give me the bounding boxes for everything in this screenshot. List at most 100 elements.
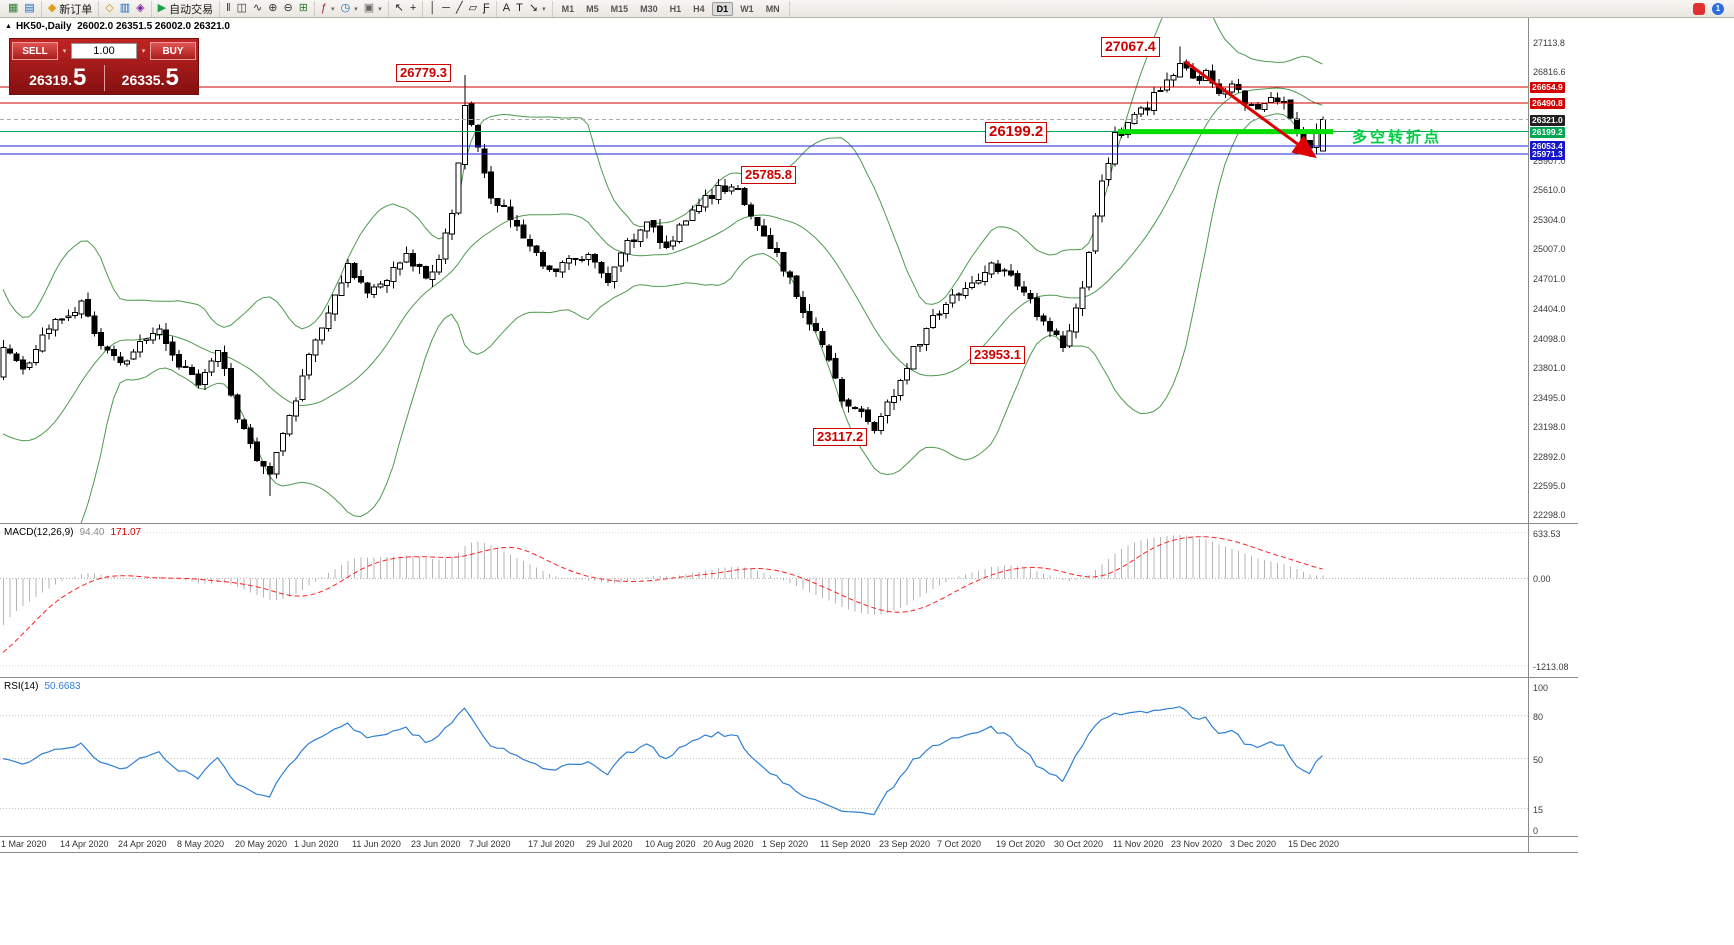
date-label: 11 Sep 2020: [820, 839, 871, 849]
price-tick: 22298.0: [1533, 510, 1566, 520]
rsi-separator[interactable]: [0, 677, 1578, 678]
buy-price-big-digit: 5: [165, 63, 179, 91]
sell-price-main: 26319.: [29, 71, 72, 88]
sell-button[interactable]: SELL: [12, 42, 58, 60]
chart-bottom-edge: [0, 852, 1578, 853]
tf-w1[interactable]: W1: [740, 3, 754, 14]
bollinger-lower-band: [80, 113, 1323, 523]
rsi-axis-value: 100: [1533, 683, 1549, 693]
price-tick: 26816.6: [1533, 67, 1566, 77]
price-tag-26490.8: 26490.8: [1530, 98, 1565, 109]
rsi-name: RSI(14): [4, 681, 39, 692]
templates-button[interactable]: ▣ ▾: [362, 1, 384, 16]
new-order-icon: ◆: [47, 2, 57, 14]
macd-panel[interactable]: [0, 524, 1528, 677]
tf-h1[interactable]: H1: [669, 3, 682, 14]
collapse-icon[interactable]: ▲: [5, 23, 12, 30]
one-click-trading-panel[interactable]: SELL ▾ ▾ BUY 26319.5 26335.5: [9, 38, 199, 95]
periods-button[interactable]: ◷ ▾: [339, 1, 360, 16]
horizontal-line-button[interactable]: ─: [440, 1, 452, 16]
toolbar-group: ▦ ▤: [2, 0, 42, 17]
bollinger-bands: [2, 18, 1323, 523]
new-order-button[interactable]: ◆ 新订单: [46, 1, 94, 16]
cursor-button[interactable]: ↖: [393, 1, 406, 16]
sell-price-big-digit: 5: [72, 63, 87, 91]
macd-separator[interactable]: [0, 523, 1578, 524]
indicators-icon: ƒ: [320, 2, 328, 14]
metaeditor-button[interactable]: ◇: [103, 1, 115, 16]
new-chart-button[interactable]: ▦: [6, 1, 20, 16]
candlestick-chart-icon: ◫: [236, 2, 248, 14]
date-label: 15 Dec 2020: [1288, 839, 1340, 849]
bar-chart-button[interactable]: ‖: [224, 1, 233, 16]
chart-ohlc-title: ▲ HK50-,Daily 26002.0 26351.5 26002.0 26…: [5, 21, 230, 32]
tf-m15[interactable]: M15: [610, 3, 629, 14]
fibonacci-icon: Ƒ: [483, 2, 490, 14]
rsi-axis-value: 15: [1533, 805, 1544, 815]
channel-button[interactable]: ▱: [467, 1, 479, 16]
volume-input[interactable]: [71, 43, 137, 59]
bollinger-middle-band: [2, 87, 1323, 442]
vertical-line-icon: │: [429, 2, 437, 14]
tf-mn[interactable]: MN: [765, 3, 780, 14]
line-chart-button[interactable]: ∿: [251, 1, 264, 16]
arrows-button[interactable]: ↘ ▾: [527, 1, 548, 16]
tf-m30[interactable]: M30: [640, 3, 658, 14]
toolbar-group: ‖ ◫ ∿ ⊕ ⊖ ⊞: [220, 0, 315, 17]
market-watch-icon: ▥: [119, 2, 131, 14]
chevron-down-icon: ▾: [378, 5, 382, 13]
toolbar-group: ▶ 自动交易: [152, 0, 221, 17]
zoom-out-button[interactable]: ⊖: [281, 1, 294, 16]
tf-m5[interactable]: M5: [586, 3, 599, 14]
terminal-button[interactable]: ◈: [134, 1, 146, 16]
macd-axis-value: 633.53: [1533, 529, 1561, 539]
autotrading-button[interactable]: ▶ 自动交易: [156, 1, 215, 16]
price-tick: 25907.0: [1533, 156, 1566, 166]
new-order-button-label: 新订单: [59, 3, 93, 16]
profiles-button[interactable]: ▤: [22, 1, 36, 16]
cursor-icon: ↖: [394, 2, 404, 14]
trendline-button[interactable]: ╱: [454, 1, 465, 16]
tf-h4[interactable]: H4: [693, 3, 705, 14]
zoom-out-icon: ⊖: [283, 2, 293, 14]
label-button[interactable]: T: [514, 1, 525, 16]
tf-m1[interactable]: M1: [561, 3, 575, 14]
line-chart-icon: ∿: [253, 2, 263, 14]
price-tick: 23801.0: [1533, 363, 1566, 373]
macd-axis-value: -1213.08: [1533, 662, 1569, 672]
macd-name: MACD(12,26,9): [4, 527, 74, 538]
text-button[interactable]: A: [501, 1, 512, 16]
vertical-line-button[interactable]: │: [427, 1, 438, 16]
date-label: 1 Jun 2020: [294, 839, 339, 849]
market-watch-button[interactable]: ▥: [118, 1, 132, 16]
trend-arrow[interactable]: [1184, 60, 1317, 159]
date-label: 23 Jun 2020: [411, 839, 461, 849]
candlestick-chart-button[interactable]: ◫: [235, 1, 249, 16]
date-label: 23 Sep 2020: [879, 839, 931, 849]
zoom-in-button[interactable]: ⊕: [266, 1, 279, 16]
price-axis[interactable]: 27113.8 26816.6 25907.0 25610.0 25304.0 25007…: [1528, 18, 1578, 852]
time-axis[interactable]: 1 Mar 2020 14 Apr 2020 24 Apr 2020 8 May 20…: [0, 836, 1528, 852]
indicators-button[interactable]: ƒ ▾: [319, 1, 337, 16]
autotrading-button-label: 自动交易: [169, 3, 214, 16]
notification-badge[interactable]: 1: [1712, 2, 1724, 15]
profiles-icon: ▤: [24, 2, 35, 14]
tf-d1[interactable]: D1: [711, 1, 734, 16]
rsi-panel[interactable]: [0, 678, 1528, 836]
macd-signal-value: 171.07: [110, 527, 142, 538]
toolbar-group: ↖ +: [389, 0, 424, 17]
crosshair-button[interactable]: +: [408, 1, 418, 16]
price-row: 26319. 5 26335. 5: [12, 61, 196, 94]
volume-caret-icon[interactable]: ▾: [141, 48, 146, 55]
alert-icon[interactable]: [1693, 2, 1705, 15]
fibonacci-button[interactable]: Ƒ: [481, 1, 492, 16]
date-label: 10 Aug 2020: [645, 839, 696, 849]
buy-button[interactable]: BUY: [150, 42, 196, 60]
date-label: 14 Apr 2020: [60, 839, 109, 849]
sell-price[interactable]: 26319. 5: [12, 63, 104, 91]
main-chart[interactable]: [0, 18, 1528, 523]
buy-price[interactable]: 26335. 5: [105, 63, 197, 91]
sell-options-caret-icon[interactable]: ▾: [62, 48, 67, 55]
tile-windows-button[interactable]: ⊞: [297, 1, 310, 16]
price-divider: [103, 64, 105, 91]
